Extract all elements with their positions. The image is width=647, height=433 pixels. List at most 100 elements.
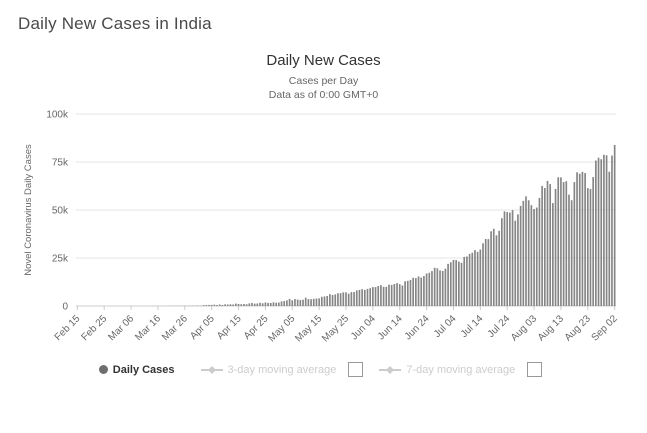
daily-cases-bar	[216, 305, 218, 306]
daily-cases-bar	[294, 299, 296, 306]
daily-cases-bar	[530, 206, 532, 307]
daily-cases-bar	[385, 287, 387, 306]
daily-cases-bar	[369, 288, 371, 306]
daily-cases-bar	[603, 155, 605, 306]
daily-cases-bar	[460, 263, 462, 306]
daily-cases-bar	[312, 299, 314, 306]
daily-cases-bar	[479, 250, 481, 307]
chart-container: Daily New Cases Cases per Day Data as of…	[0, 52, 647, 377]
daily-cases-bar	[568, 195, 570, 306]
daily-cases-bar	[560, 178, 562, 307]
y-tick-label: 75k	[51, 158, 68, 169]
daily-cases-bar	[552, 203, 554, 306]
daily-cases-bar	[439, 271, 441, 307]
daily-cases-bar	[345, 293, 347, 307]
daily-cases-bar	[304, 298, 306, 306]
x-tick-label: Mar 26	[160, 313, 190, 343]
daily-cases-bar	[280, 302, 282, 307]
daily-cases-bar	[463, 257, 465, 306]
x-tick-label: Feb 25	[79, 313, 109, 343]
daily-cases-bar	[533, 209, 535, 306]
x-tick-label: Aug 13	[535, 313, 565, 343]
daily-cases-bar	[361, 289, 363, 306]
daily-cases-bar	[245, 305, 247, 307]
y-tick-label: 25k	[51, 254, 68, 265]
x-tick-label: Apr 05	[188, 313, 217, 342]
daily-cases-bar	[366, 289, 368, 306]
daily-cases-bar	[595, 161, 597, 306]
3day-moving-average-marker-icon	[201, 365, 223, 375]
chart-legend: Daily Cases 3-day moving average 7-day m…	[99, 362, 548, 377]
daily-cases-bar	[431, 271, 433, 306]
daily-cases-bar	[471, 253, 473, 306]
daily-cases-bar	[205, 305, 207, 306]
x-tick-label: Jun 24	[402, 313, 431, 342]
daily-cases-bar	[337, 294, 339, 307]
daily-cases-bar	[608, 172, 610, 306]
daily-cases-bar	[476, 252, 478, 306]
daily-cases-bar	[441, 271, 443, 306]
daily-cases-bar	[589, 189, 591, 306]
daily-cases-bar	[208, 305, 210, 306]
daily-cases-bar	[525, 197, 527, 307]
daily-cases-bar	[511, 210, 513, 306]
daily-cases-bar	[358, 290, 360, 306]
daily-cases-bar	[546, 181, 548, 306]
daily-cases-bar	[535, 208, 537, 306]
daily-cases-bar	[538, 198, 540, 306]
daily-cases-bar	[302, 300, 304, 306]
3day-moving-average-checkbox[interactable]	[348, 362, 363, 377]
daily-cases-bar	[355, 291, 357, 307]
daily-cases-bar	[509, 213, 511, 306]
daily-cases-bar	[272, 303, 274, 307]
daily-cases-bar	[557, 178, 559, 307]
daily-cases-bar	[409, 280, 411, 306]
daily-cases-bar	[353, 292, 355, 306]
daily-cases-bar	[522, 201, 524, 306]
daily-cases-bar	[334, 295, 336, 307]
legend-item-7day-moving-average[interactable]: 7-day moving average	[379, 364, 515, 376]
daily-cases-bar	[466, 257, 468, 307]
daily-cases-bar	[283, 301, 285, 306]
daily-cases-bar	[229, 305, 231, 307]
daily-cases-bar	[449, 263, 451, 307]
daily-cases-bar	[261, 304, 263, 307]
daily-cases-bar	[578, 174, 580, 306]
daily-cases-bar	[474, 250, 476, 306]
daily-cases-bar	[562, 182, 564, 306]
y-axis-title: Novel Coronavirus Daily Cases	[23, 144, 34, 276]
legend-label-7day-moving-average: 7-day moving average	[406, 364, 515, 376]
daily-cases-bar	[253, 304, 255, 306]
daily-cases-bar	[275, 303, 277, 306]
daily-cases-bar	[213, 305, 215, 306]
daily-cases-bar	[237, 304, 239, 306]
daily-cases-bar	[342, 293, 344, 307]
daily-cases-bar	[487, 239, 489, 306]
daily-cases-bar	[388, 285, 390, 306]
x-tick-label: May 15	[293, 313, 324, 344]
daily-cases-marker-icon	[99, 365, 108, 374]
daily-cases-bar	[423, 276, 425, 306]
daily-cases-bar	[363, 290, 365, 306]
legend-item-daily-cases[interactable]: Daily Cases	[99, 364, 175, 376]
page-title: Daily New Cases in India	[18, 14, 647, 34]
legend-item-3day-moving-average[interactable]: 3-day moving average	[201, 364, 337, 376]
daily-cases-bar	[527, 201, 529, 307]
daily-cases-bar	[498, 231, 500, 306]
daily-cases-bar	[433, 268, 435, 306]
daily-cases-bar	[320, 297, 322, 306]
daily-cases-bar	[597, 158, 599, 306]
x-tick-label: Apr 15	[215, 313, 244, 342]
7day-moving-average-checkbox[interactable]	[527, 362, 542, 377]
daily-cases-bar	[315, 299, 317, 306]
daily-cases-bar	[447, 264, 449, 306]
daily-cases-bar	[600, 160, 602, 307]
daily-cases-bar	[468, 254, 470, 306]
x-tick-label: May 25	[320, 313, 351, 344]
daily-cases-bar	[267, 303, 269, 306]
daily-cases-bar	[331, 295, 333, 306]
daily-cases-bar	[519, 206, 521, 306]
daily-cases-bar	[444, 269, 446, 306]
daily-cases-bar	[436, 269, 438, 307]
chart-title: Daily New Cases	[266, 52, 380, 69]
